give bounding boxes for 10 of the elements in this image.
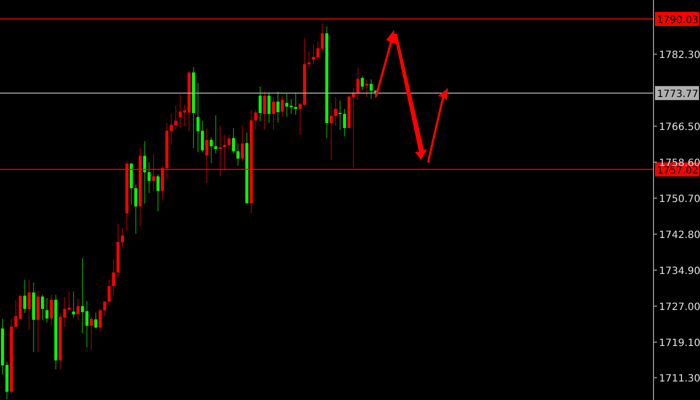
y-tick-label: 1734.90 [659,266,700,278]
y-tick-label: 1711.30 [659,374,700,385]
ref-line-label: 1773.77 [657,89,698,100]
y-tick-label: 1782.30 [659,50,700,62]
y-tick-label: 1742.80 [659,230,700,242]
y-tick-label: 1766.50 [659,122,700,134]
y-tick-label: 1750.70 [659,194,700,206]
y-tick-label: 1727.00 [659,302,700,314]
y-tick-label: 1719.10 [659,338,700,350]
ref-line-label: 1790.03 [657,15,698,26]
